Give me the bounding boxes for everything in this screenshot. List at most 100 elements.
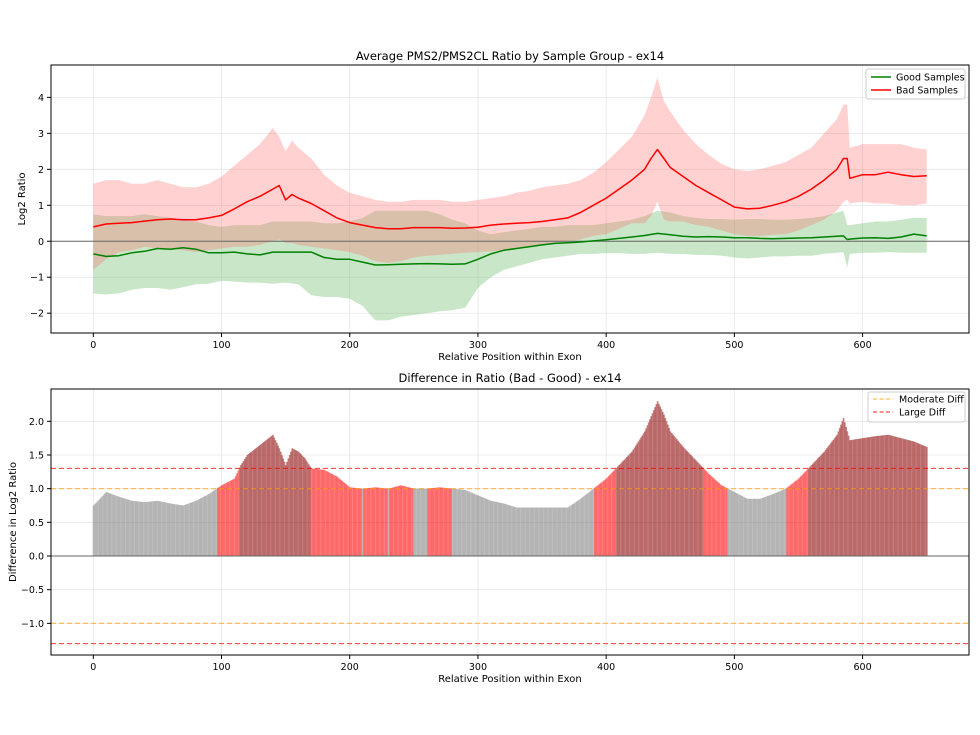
difference-bar [600, 482, 603, 557]
difference-bar [523, 507, 526, 557]
difference-bar [383, 488, 386, 557]
difference-bar [279, 451, 282, 557]
difference-bar [670, 432, 673, 556]
difference-bar [720, 485, 723, 557]
difference-bar [365, 488, 368, 557]
difference-bar [440, 487, 442, 556]
difference-bar [122, 497, 124, 557]
difference-bar [815, 459, 818, 557]
difference-bar [201, 497, 204, 557]
difference-bar [531, 507, 533, 557]
difference-bar [560, 507, 563, 557]
bottom-chart-bars [92, 401, 928, 557]
difference-bar [161, 501, 164, 556]
difference-bar [261, 442, 264, 556]
difference-bar [508, 505, 510, 557]
difference-bar [458, 489, 460, 557]
difference-bar [140, 501, 142, 557]
difference-bar [917, 443, 919, 556]
difference-bar [482, 497, 485, 556]
difference-bar [196, 500, 199, 556]
difference-bar [174, 504, 177, 557]
bottom-chart-ticks: 0 100 200 300 400 500 600 −1.0 −0.5 0.0 0.5 1.0 1.5 2… [21, 417, 872, 673]
difference-bar [878, 435, 881, 557]
difference-bar [590, 490, 592, 557]
top-chart-ticks: 0 100 200 300 400 500 600 −2 −1 0 1 2 3 4 [30, 93, 872, 351]
difference-bar [885, 435, 887, 557]
difference-bar [667, 424, 669, 557]
difference-bar [331, 473, 333, 557]
difference-bar [379, 487, 382, 557]
difference-bar [564, 507, 567, 557]
difference-bar [702, 468, 705, 556]
difference-bar [699, 464, 701, 556]
difference-bar [190, 502, 192, 556]
difference-bar [438, 487, 441, 557]
difference-bar [237, 470, 240, 556]
difference-bar [690, 454, 692, 556]
difference-bar [150, 501, 152, 557]
difference-bar [856, 438, 859, 557]
difference-bar [206, 494, 209, 557]
difference-bar [350, 487, 353, 556]
difference-bar [167, 502, 169, 557]
difference-bar [211, 491, 214, 557]
difference-bar [922, 445, 924, 557]
difference-bar [596, 485, 599, 557]
difference-bar [490, 500, 492, 557]
difference-bar [796, 479, 799, 556]
difference-bar [397, 485, 400, 557]
difference-bar [388, 488, 391, 557]
difference-bar [228, 481, 231, 557]
difference-bar [863, 437, 865, 557]
difference-bar [405, 486, 408, 557]
difference-bar [767, 495, 769, 557]
difference-bar [358, 488, 360, 557]
difference-bar [322, 469, 324, 557]
difference-bar [910, 440, 913, 556]
difference-bar [177, 504, 179, 556]
difference-bar [604, 479, 606, 556]
difference-bar [426, 488, 428, 557]
difference-bar [909, 440, 912, 557]
difference-bar [449, 488, 451, 557]
difference-bar [186, 504, 188, 557]
difference-bar [263, 441, 265, 556]
difference-bar [792, 482, 795, 557]
difference-bar [234, 475, 237, 557]
difference-bar [337, 477, 340, 557]
difference-bar [320, 469, 323, 557]
difference-bar [445, 487, 447, 557]
difference-bar [373, 487, 376, 556]
difference-bar [345, 484, 347, 557]
difference-bar [110, 493, 113, 557]
difference-bar [674, 437, 677, 557]
difference-bar [664, 417, 667, 557]
difference-bar [742, 496, 745, 557]
difference-bar [572, 504, 574, 557]
difference-bar [693, 459, 696, 557]
difference-bar [879, 435, 882, 557]
difference-bar [422, 488, 424, 557]
difference-bar [799, 477, 801, 557]
difference-bar [555, 507, 558, 557]
difference-bar [747, 498, 750, 557]
difference-bar [302, 457, 305, 557]
difference-bar [850, 439, 853, 557]
difference-bar [270, 435, 273, 557]
difference-bar [241, 463, 244, 557]
difference-bar [414, 488, 417, 557]
difference-bar [442, 487, 445, 556]
difference-bar [499, 502, 501, 556]
difference-bar [511, 506, 514, 557]
difference-bar [355, 487, 358, 557]
difference-bar [731, 490, 733, 557]
difference-bar [176, 504, 178, 557]
difference-bar [392, 487, 395, 557]
difference-bar [452, 488, 455, 557]
difference-bar [226, 482, 228, 557]
difference-bar [542, 507, 545, 557]
difference-bar [636, 443, 638, 557]
difference-bar [100, 497, 102, 557]
difference-bar [495, 501, 497, 556]
